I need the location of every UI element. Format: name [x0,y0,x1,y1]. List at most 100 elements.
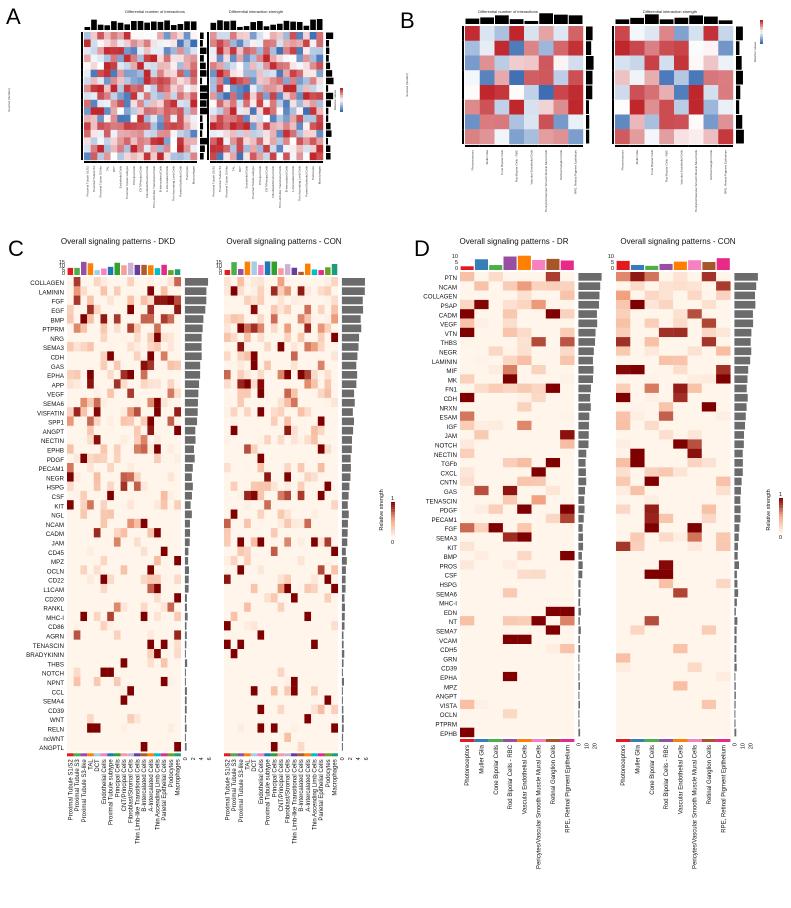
panel-c-cell [297,556,305,566]
panel-true-cell [163,122,171,131]
panel-true-cell [110,129,118,138]
panel-d-cell [474,402,489,412]
panel-d-cell [531,569,546,580]
panel-c-cell [134,546,141,557]
panel-d-cell [616,272,631,282]
panel-true-cell [479,129,495,145]
panel-false-col-color [688,145,704,147]
panel-false-cell [309,137,317,146]
panel-c-cell [127,500,135,510]
panel-c-cell [291,500,298,510]
panel-c-cell [284,583,292,594]
panel-c-cell [93,379,101,389]
panel-c-cell [304,742,312,752]
panel-true-cell [183,77,191,85]
panel-true-cell [137,62,145,70]
panel-c-legend-low: 0 [391,540,394,546]
panel-d-cell [658,681,674,691]
panel-c-legend-swatch [391,507,395,510]
panel-c-cell [80,742,88,752]
panel-c-cell [100,286,108,296]
panel-false-row-color [207,84,209,93]
panel-c-row-label: EPHB [47,448,64,455]
panel-false-cell [216,39,224,48]
panel-c-cell [237,593,245,603]
panel-c-cell [174,444,182,454]
panel-true-cell [150,122,158,131]
panel-d-top-bar [673,261,687,270]
panel-c-cell [140,444,148,454]
panel-c-col-label: Thin Ascending Limb Cells [312,759,318,830]
panel-c-col-color [147,753,155,757]
panel-d-cell [658,727,674,738]
panel-c-cell [224,556,231,566]
panel-c-side-bar [341,529,348,537]
panel-c-side-bar [341,315,361,323]
panel-c-cell [67,332,74,343]
panel-c-cell [284,360,292,371]
panel-d-top-tick: 5 [455,260,458,266]
panel-d-cell [460,690,475,700]
panel-c-cell [291,611,298,622]
panel-d-cell [616,430,631,440]
panel-c-cell [107,676,115,687]
panel-c-row-label: RELN [47,727,64,734]
panel-c-cell [250,649,258,659]
panel-d-cell [502,588,518,598]
panel-d-cell [502,272,518,282]
panel-d-cell [687,458,702,468]
panel-d-cell [460,681,475,691]
panel-d-cell [560,299,575,310]
panel-c-cell [67,583,74,594]
panel-c-cell [304,370,312,380]
panel-false-cell [615,26,630,41]
panel-c-cell [304,295,312,306]
panel-c-cell [317,304,325,315]
panel-c-cell [73,500,81,510]
panel-c-cell [224,444,231,454]
panel-c-cell [120,370,128,380]
panel-c-cell [304,388,312,399]
panel-c-side-bar [341,519,348,528]
panel-d-cell [616,560,631,570]
panel-true-top-bar [144,22,150,30]
panel-c-cell [324,565,332,575]
panel-d-cell [474,532,489,542]
panel-c-cell [80,332,88,343]
panel-c-cell [100,695,108,705]
panel-c-cell [311,732,318,743]
panel-d-cell [701,281,717,291]
panel-c-cell [311,723,318,733]
panel-true-row-color [81,69,83,78]
panel-true-side-bar [200,130,203,137]
panel-d-bottom-tick: 0 [576,743,582,746]
panel-c-cell [120,630,128,640]
panel-c-cell [250,704,258,715]
panel-c-cell [160,704,168,715]
panel-d-cell [502,560,518,570]
panel-c-cell [93,649,101,659]
panel-c-cell [304,546,312,557]
panel-c-cell [174,611,182,622]
panel-c-cell [100,360,108,371]
panel-d-cell [460,272,475,282]
panel-c-cell [270,425,278,436]
panel-c-cell [277,490,285,501]
panel-d-cell [560,448,575,459]
panel-d-cell [517,551,532,561]
panel-c-cell [73,444,81,454]
panel-c-top-tick: 10 [216,264,222,270]
panel-c-col-color [250,753,258,757]
panel-c-cell [134,379,141,389]
panel-true-cell [97,99,105,108]
panel-d-cell [701,588,717,598]
panel-true-row-color [81,152,83,160]
panel-false-cell [243,99,251,108]
panel-false-cell [216,114,224,123]
panel-c-cell [270,277,278,287]
panel-c-cell [237,714,245,724]
panel-c-cell [160,453,168,464]
panel-c-cell [127,546,135,557]
panel-c-top-bar [331,263,338,275]
panel-d-cell [517,448,532,459]
